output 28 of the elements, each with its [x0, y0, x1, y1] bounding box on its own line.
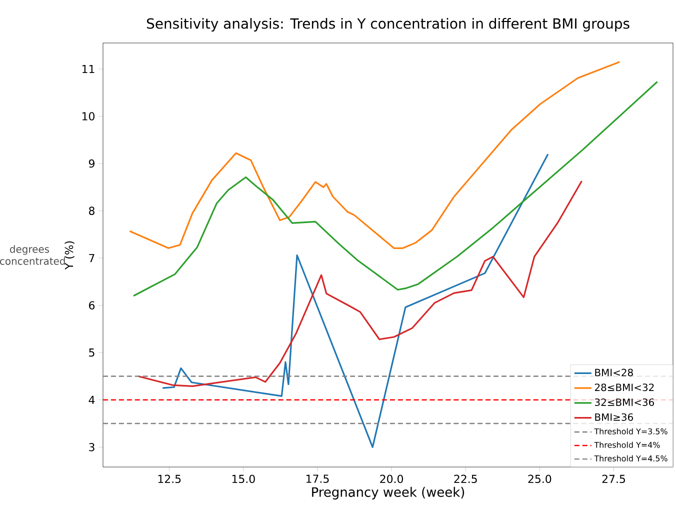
x-tick-label: 15.0 [232, 474, 255, 484]
y-tick-label: 6 [89, 301, 95, 310]
x-tick-label: 20.0 [380, 474, 404, 484]
y-tick-label: 3 [89, 443, 94, 452]
legend-label: BMI<28 [595, 368, 633, 376]
legend-label: BMI≥36 [595, 413, 633, 421]
line-series [162, 153, 549, 448]
y-tick-label: 8 [89, 206, 94, 215]
legend-label: 28≤BMI<32 [594, 384, 654, 392]
y-tick-label: 7 [89, 254, 94, 262]
x-tick-label: 22.5 [454, 474, 477, 484]
legend-label: 32≤BMI<36 [594, 398, 654, 406]
line-series [128, 61, 620, 249]
x-tick-label: 12.5 [158, 474, 181, 484]
x-tick-label: 17.5 [306, 474, 329, 483]
y-tick-label: 5 [89, 348, 94, 357]
y-tick-label: 9 [88, 159, 94, 168]
y-axis-title: Y (%) [64, 241, 74, 270]
line-series [137, 180, 583, 387]
x-tick-label: 25.0 [528, 474, 552, 484]
y-tick-label: 11 [82, 65, 94, 73]
line-series [132, 80, 658, 297]
chart-title: Sensitivity analysis: Trends in Y concentration in different BMI groups [146, 18, 630, 32]
y-tick-label: 10 [82, 112, 94, 120]
y-tick-label: 4 [88, 396, 95, 404]
text: degrees concentrated [0, 245, 65, 265]
x-axis-title: Pregnancy week (week) [312, 486, 464, 500]
x-tick-label: 27.5 [602, 474, 625, 484]
